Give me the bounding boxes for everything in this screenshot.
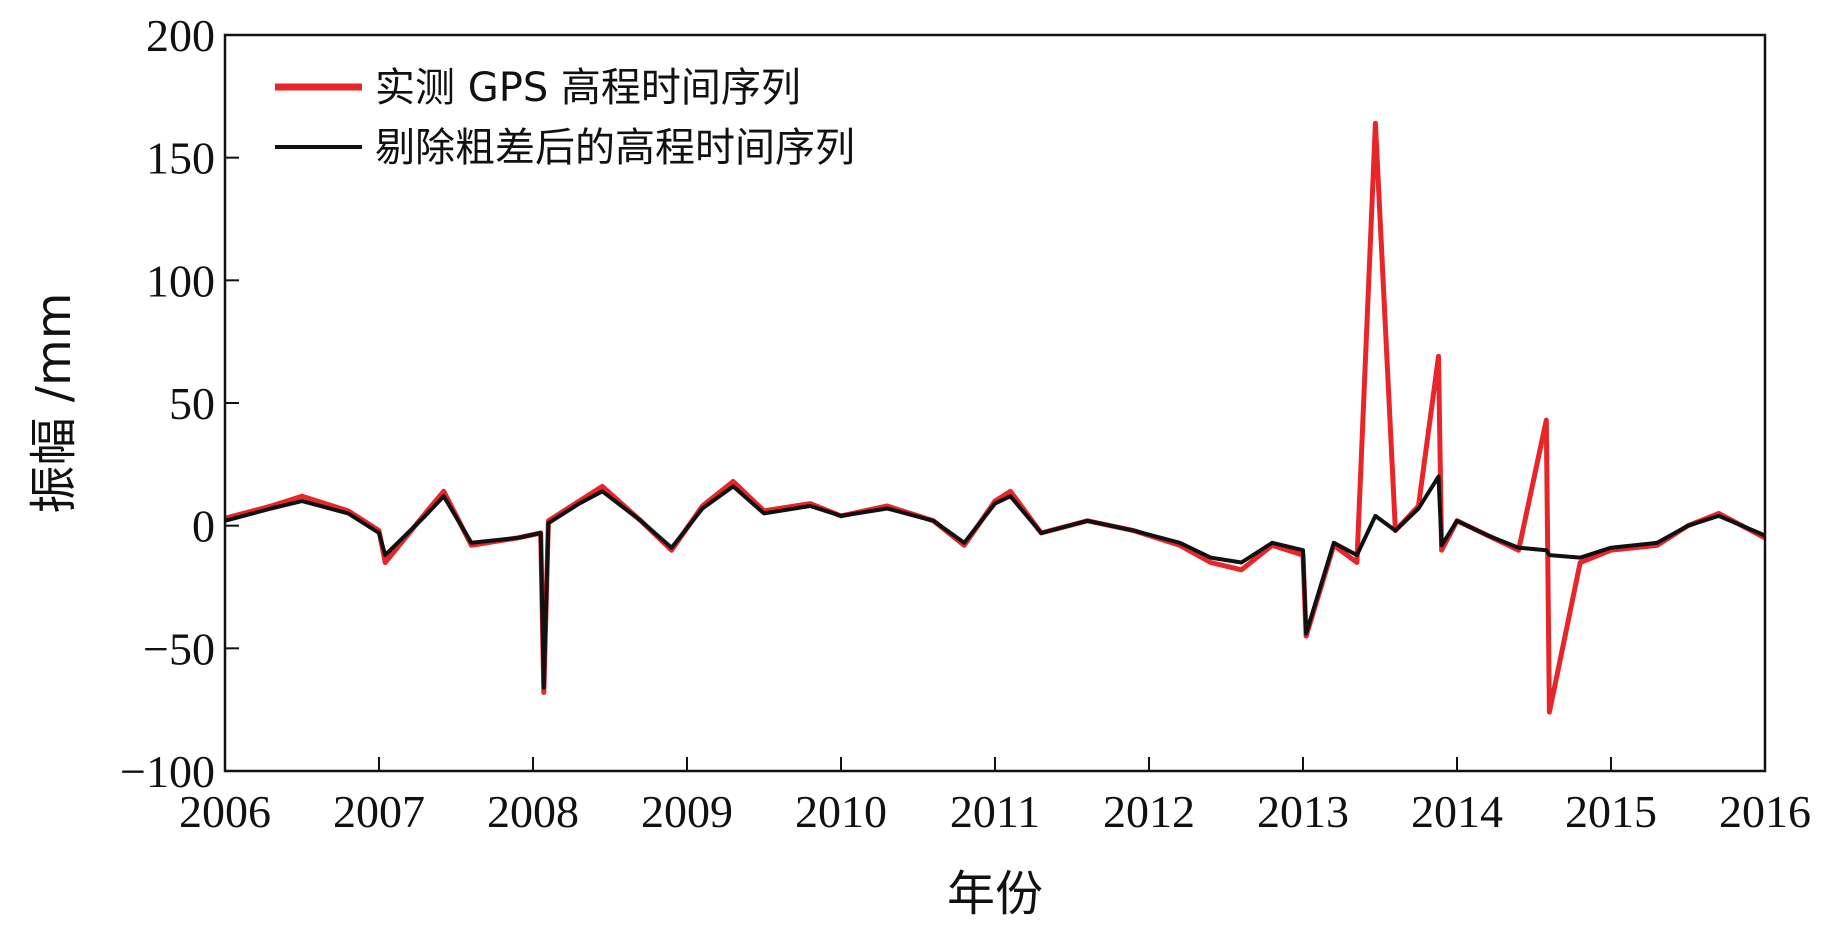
- y-tick-label-50: 50: [169, 378, 215, 429]
- legend-label-measured: 实测 GPS 高程时间序列: [375, 65, 801, 111]
- legend: 实测 GPS 高程时间序列 剔除粗差后的高程时间序列: [275, 65, 855, 171]
- x-tick-label-2012: 2012: [1103, 786, 1195, 837]
- x-tick-label-2016: 2016: [1719, 786, 1811, 837]
- y-tick-label-100: 100: [146, 255, 215, 306]
- y-axis-title: 振幅 /mm: [26, 293, 82, 514]
- x-tick-label-2015: 2015: [1565, 786, 1657, 837]
- y-tick-label--100: −100: [120, 746, 215, 797]
- x-tick-label-2014: 2014: [1411, 786, 1503, 837]
- x-tick-label-2011: 2011: [950, 786, 1040, 837]
- x-tick-label-2013: 2013: [1257, 786, 1349, 837]
- x-tick-label-2008: 2008: [487, 786, 579, 837]
- legend-label-cleaned: 剔除粗差后的高程时间序列: [375, 125, 855, 171]
- tick-layer: 2006 2007 2008 2009 2010 2011 2012 2013 2014 2015…: [120, 10, 1811, 837]
- x-tick-label-2009: 2009: [641, 786, 733, 837]
- series-line-measured: [224, 120, 1767, 715]
- x-tick-label-2010: 2010: [795, 786, 887, 837]
- series-layer: [224, 120, 1767, 715]
- x-tick-label-2007: 2007: [333, 786, 425, 837]
- x-axis-title: 年份: [947, 866, 1043, 922]
- series-line-cleaned: [224, 474, 1766, 690]
- y-tick-label-0: 0: [192, 501, 215, 552]
- y-tick-label--50: −50: [143, 623, 215, 674]
- x-tick-label-2006: 2006: [179, 786, 271, 837]
- y-tick-label-200: 200: [146, 10, 215, 61]
- y-tick-label-150: 150: [146, 133, 215, 184]
